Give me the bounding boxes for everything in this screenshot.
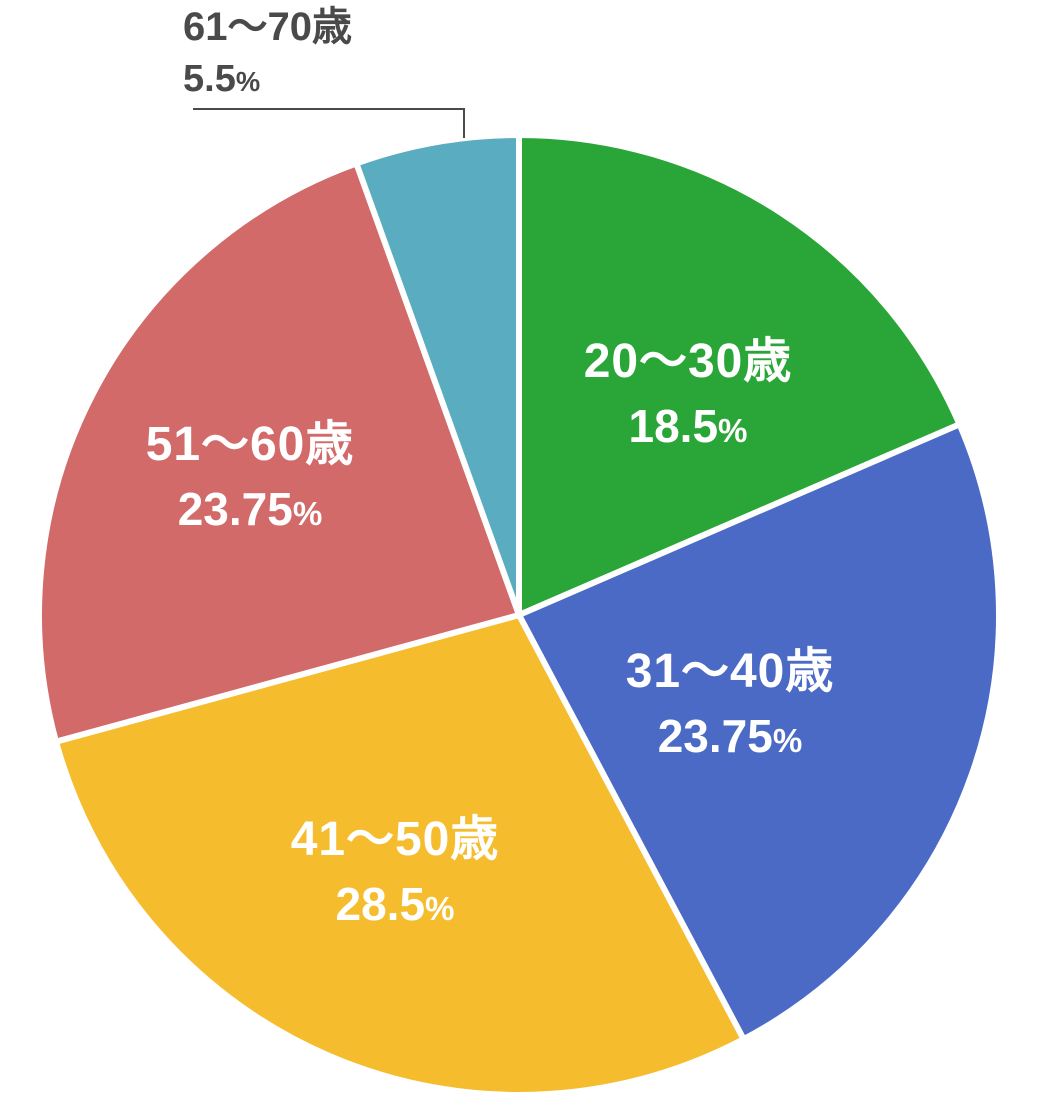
slice-label-20-30: 20～30歳 18.5% [584,330,793,457]
slice-label-51-60: 51～60歳 23.75% [146,413,355,540]
slice-value: 28.5% [291,873,500,935]
slice-value: 23.75% [626,705,835,767]
slice-name: 51～60歳 [146,413,355,478]
slice-value: 5.5% [183,54,352,105]
slice-value: 23.75% [146,478,355,540]
slice-name: 20～30歳 [584,330,793,395]
slice-name: 41～50歳 [291,808,500,873]
callout-line-horizontal [193,108,465,110]
pie-chart-container: 20～30歳 18.5% 31～40歳 23.75% 41～50歳 28.5% … [0,0,1038,1109]
slice-name: 31～40歳 [626,640,835,705]
slice-name: 61～70歳 [183,0,352,54]
pie-chart-svg [0,0,1038,1109]
slice-callout-61-70: 61～70歳 5.5% [183,0,352,105]
slice-value: 18.5% [584,395,793,457]
callout-line-vertical [463,108,465,138]
slice-label-31-40: 31～40歳 23.75% [626,640,835,767]
slice-label-41-50: 41～50歳 28.5% [291,808,500,935]
